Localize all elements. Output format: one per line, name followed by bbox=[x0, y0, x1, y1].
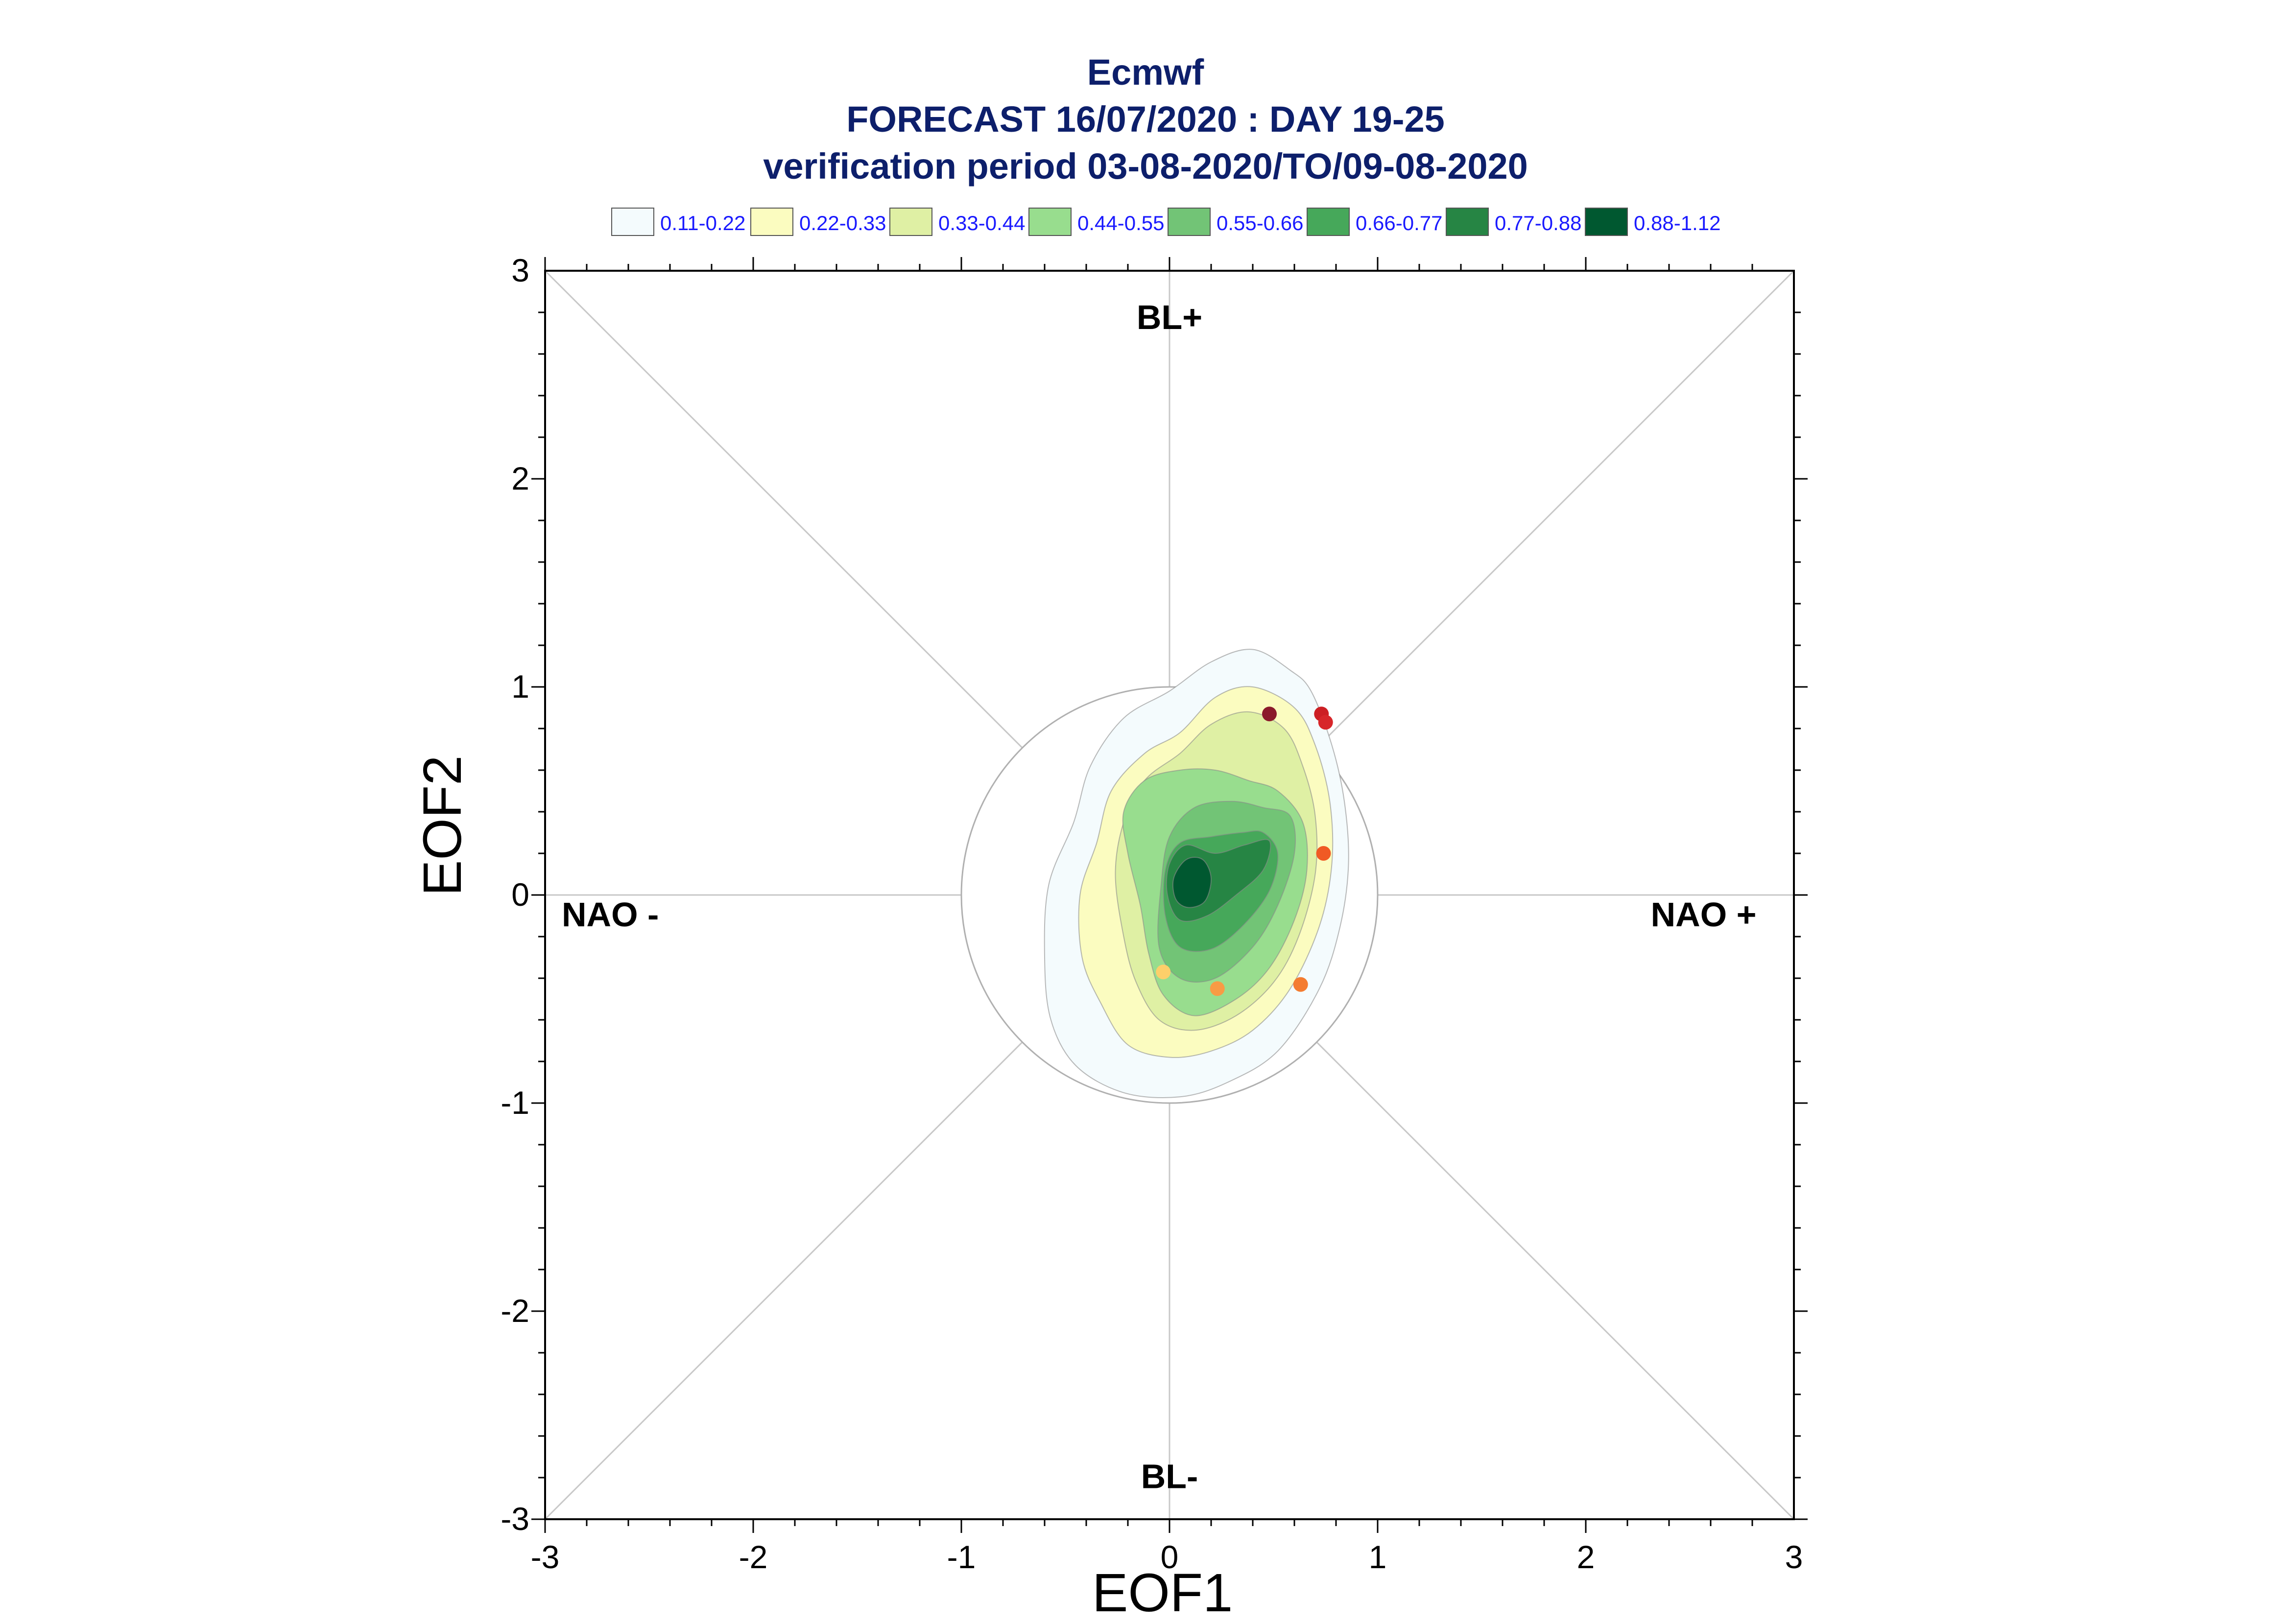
legend-swatch bbox=[1446, 208, 1489, 236]
x-tick-label: -3 bbox=[531, 1539, 560, 1575]
forecast-point bbox=[1262, 706, 1277, 722]
forecast-point bbox=[1210, 981, 1225, 996]
legend-swatch bbox=[750, 208, 793, 236]
x-tick-label: -2 bbox=[739, 1539, 768, 1575]
legend-label: 0.33-0.44 bbox=[938, 212, 1026, 235]
legend-swatch bbox=[1307, 208, 1350, 236]
title-line-3: verification period 03-08-2020/TO/09-08-… bbox=[763, 146, 1528, 187]
legend-label: 0.44-0.55 bbox=[1077, 212, 1165, 235]
legend-label: 0.22-0.33 bbox=[799, 212, 886, 235]
quadrant-label-right: NAO + bbox=[1651, 895, 1757, 934]
y-tick-label: -3 bbox=[501, 1501, 529, 1537]
forecast-point bbox=[1293, 977, 1308, 992]
y-tick-label: 3 bbox=[511, 252, 529, 288]
legend-swatch bbox=[1585, 208, 1628, 236]
quadrant-label-left: NAO - bbox=[562, 895, 659, 934]
y-tick-label: -2 bbox=[501, 1293, 529, 1329]
y-tick-label: 1 bbox=[511, 668, 529, 705]
title-line-2: FORECAST 16/07/2020 : DAY 19-25 bbox=[846, 99, 1445, 140]
legend-label: 0.11-0.22 bbox=[660, 212, 746, 235]
title-line-1: Ecmwf bbox=[1087, 52, 1204, 93]
chart-title: Ecmwf FORECAST 16/07/2020 : DAY 19-25 ve… bbox=[0, 49, 2291, 190]
legend-label: 0.88-1.12 bbox=[1634, 212, 1721, 235]
x-tick-label: 3 bbox=[1785, 1539, 1803, 1575]
legend-label: 0.66-0.77 bbox=[1356, 212, 1443, 235]
y-axis-title: EOF2 bbox=[412, 755, 473, 896]
quadrant-label-top: BL+ bbox=[1137, 298, 1202, 336]
y-tick-label: -1 bbox=[501, 1084, 529, 1121]
x-tick-label: 1 bbox=[1369, 1539, 1387, 1575]
density-contour bbox=[1172, 857, 1212, 908]
forecast-point bbox=[1156, 965, 1171, 980]
x-tick-label: 2 bbox=[1577, 1539, 1595, 1575]
y-tick-label: 0 bbox=[511, 876, 529, 913]
legend-swatch bbox=[889, 208, 932, 236]
x-tick-label: 0 bbox=[1161, 1539, 1179, 1575]
y-tick-label: 2 bbox=[511, 460, 529, 496]
quadrant-label-bottom: BL- bbox=[1141, 1457, 1198, 1495]
forecast-point bbox=[1318, 715, 1333, 730]
x-axis-title: EOF1 bbox=[1092, 1563, 1233, 1623]
legend-label: 0.77-0.88 bbox=[1495, 212, 1582, 235]
legend-swatch bbox=[1168, 208, 1211, 236]
legend-swatch bbox=[1028, 208, 1072, 236]
x-tick-label: -1 bbox=[947, 1539, 976, 1575]
forecast-point bbox=[1316, 846, 1331, 861]
legend-label: 0.55-0.66 bbox=[1217, 212, 1304, 235]
legend-swatch bbox=[611, 208, 654, 236]
